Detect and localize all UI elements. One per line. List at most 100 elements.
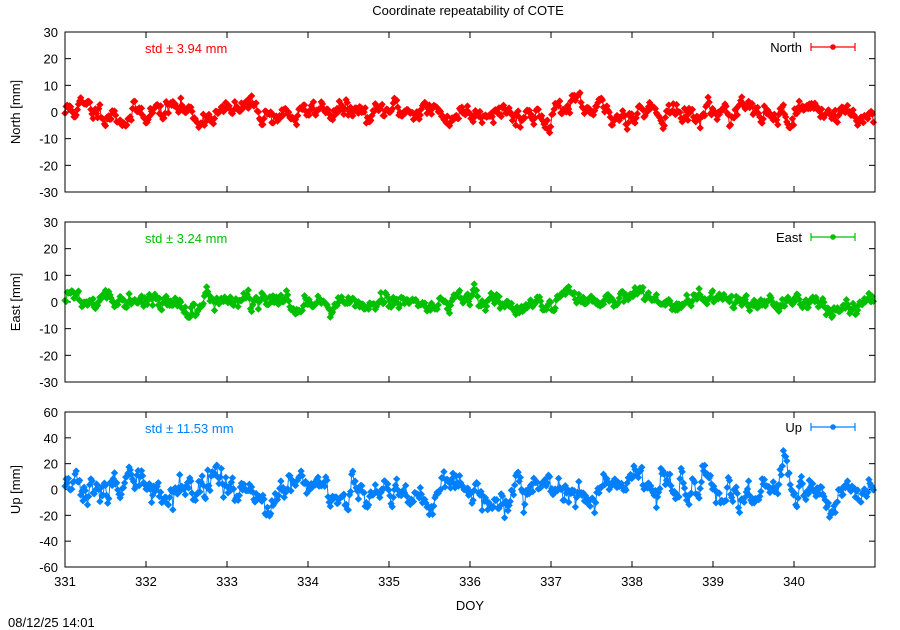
data-point	[165, 493, 174, 502]
data-point	[708, 287, 717, 295]
data-point	[384, 480, 392, 488]
data-point	[516, 473, 524, 482]
data-point	[802, 495, 810, 504]
y-tick-label: 40	[44, 431, 58, 446]
data-point	[259, 120, 267, 129]
data-point	[298, 472, 306, 480]
y-tick-label: -20	[39, 158, 58, 173]
x-tick-label: 338	[621, 574, 643, 589]
data-point	[529, 487, 537, 496]
data-point	[135, 481, 143, 490]
data-point	[393, 475, 401, 483]
data-point	[158, 306, 166, 314]
data-point	[123, 121, 131, 129]
data-point	[111, 111, 120, 119]
data-point	[687, 489, 695, 497]
data-point	[728, 292, 736, 300]
data-point	[504, 506, 512, 515]
data-point	[701, 461, 709, 470]
data-point	[795, 295, 803, 304]
data-point	[199, 300, 207, 308]
data-point	[149, 301, 157, 309]
data-point	[809, 480, 817, 488]
data-point	[730, 304, 738, 312]
data-point	[592, 498, 600, 507]
y-tick-label: 30	[44, 215, 58, 230]
data-point	[478, 506, 486, 514]
data-point	[680, 484, 689, 492]
data-point	[511, 481, 519, 489]
data-point	[473, 479, 482, 488]
data-point	[695, 285, 703, 293]
data-point	[476, 107, 484, 116]
data-point	[468, 291, 476, 299]
x-tick-label: 339	[702, 574, 724, 589]
data-point	[209, 120, 218, 128]
data-point	[773, 116, 781, 124]
data-point	[571, 503, 580, 511]
y-tick-label: -60	[39, 560, 58, 575]
data-point	[666, 470, 674, 478]
data-point	[409, 497, 418, 506]
data-point	[746, 306, 754, 315]
data-point	[734, 504, 743, 512]
data-point	[868, 292, 876, 301]
legend-label: North	[770, 40, 802, 55]
data-point	[252, 99, 260, 107]
data-point	[679, 479, 688, 487]
data-point	[554, 474, 563, 483]
data-point	[358, 482, 366, 490]
data-point	[309, 98, 318, 106]
y-tick-label: 60	[44, 405, 58, 420]
panel-up: -60 -40 -20 0 20 40 60 331 332 333 334 335 336 337 338…	[8, 405, 878, 613]
data-point	[324, 493, 332, 501]
data-point	[393, 96, 401, 104]
data-point	[378, 100, 386, 109]
data-point	[791, 489, 799, 498]
data-point	[756, 492, 764, 500]
data-point	[287, 487, 295, 495]
data-point	[685, 500, 693, 509]
data-point	[364, 501, 373, 509]
data-point	[156, 102, 165, 110]
y-tick-label: -10	[39, 132, 58, 147]
data-point	[314, 473, 322, 481]
data-point	[113, 479, 121, 487]
data-point	[235, 491, 243, 500]
data-point	[818, 483, 826, 491]
x-tick-label: 335	[378, 574, 400, 589]
data-point	[701, 112, 709, 120]
data-point	[285, 297, 293, 305]
data-point	[285, 108, 293, 116]
data-point	[177, 94, 185, 102]
data-point	[463, 102, 472, 110]
data-point	[667, 482, 675, 490]
data-point	[181, 490, 189, 499]
data-point	[68, 485, 76, 493]
data-point	[696, 484, 704, 493]
data-point	[469, 496, 477, 504]
data-point	[127, 116, 135, 124]
data-point	[81, 486, 89, 495]
data-point	[234, 302, 242, 311]
data-point	[690, 478, 699, 486]
data-point	[164, 109, 173, 117]
data-point	[169, 506, 177, 514]
x-tick-label: 336	[459, 574, 481, 589]
data-point	[292, 121, 301, 129]
y-tick-label: -40	[39, 534, 58, 549]
data-point	[177, 298, 185, 306]
data-point	[833, 498, 842, 506]
data-point	[676, 108, 684, 116]
data-point	[219, 493, 228, 501]
data-point	[340, 490, 348, 498]
y-tick-label: 10	[44, 78, 58, 93]
data-point	[725, 476, 734, 485]
data-point	[110, 469, 119, 477]
y-tick-label: -30	[39, 185, 58, 200]
data-point	[595, 489, 603, 497]
legend-marker	[830, 44, 836, 50]
data-point	[715, 489, 723, 497]
data-point	[196, 488, 204, 496]
